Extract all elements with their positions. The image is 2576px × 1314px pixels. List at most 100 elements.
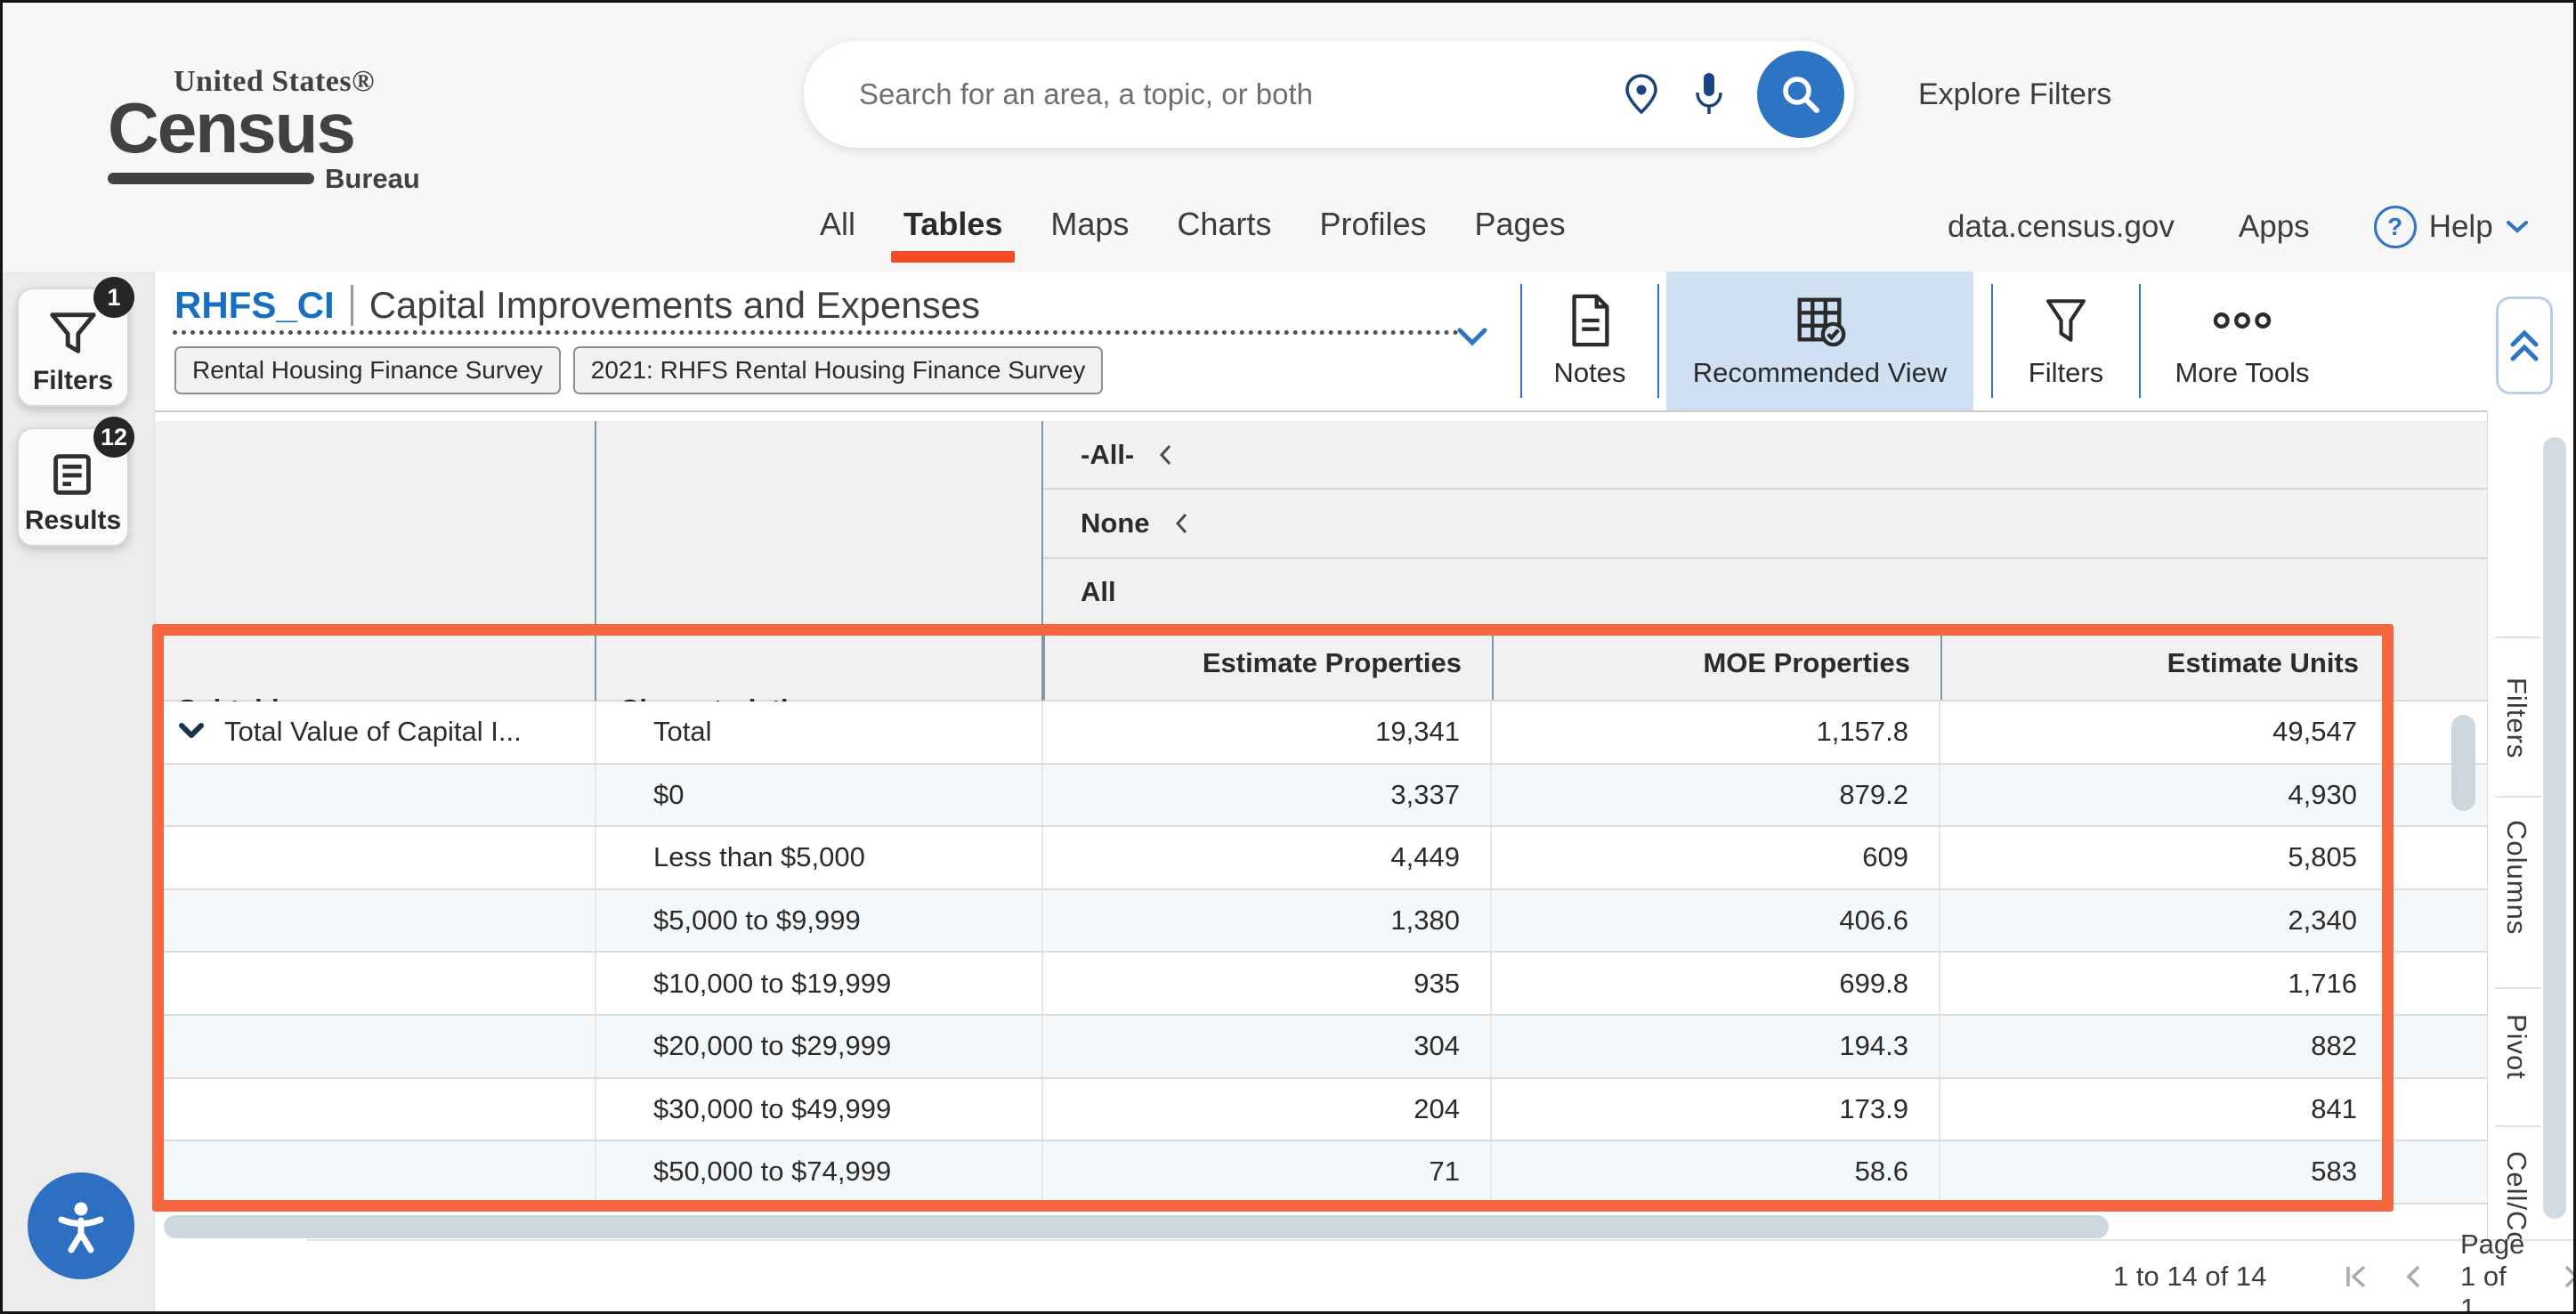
- subtable-cell[interactable]: [155, 827, 596, 888]
- moe-properties-value: 699.8: [1839, 968, 1908, 1000]
- tab-filters-vertical[interactable]: Filters: [2500, 677, 2532, 758]
- tab-columns-vertical[interactable]: Columns: [2500, 820, 2532, 935]
- estimate-properties-value: 3,337: [1390, 779, 1460, 811]
- moe-properties-cell[interactable]: 173.9: [1492, 1079, 1940, 1140]
- dimension-row-all-dash[interactable]: -All-: [1043, 421, 2487, 490]
- estimate-properties-cell[interactable]: 3,337: [1043, 765, 1492, 826]
- recommended-view-tool[interactable]: Recommended View: [1666, 272, 1973, 410]
- site-link[interactable]: data.census.gov: [1948, 209, 2175, 245]
- tab-maps[interactable]: Maps: [1050, 206, 1129, 263]
- moe-properties-value: 609: [1862, 841, 1908, 873]
- apps-link[interactable]: Apps: [2239, 209, 2310, 245]
- tab-pivot-vertical[interactable]: Pivot: [2500, 1014, 2532, 1080]
- subtable-cell[interactable]: Total Value of Capital I...: [155, 702, 596, 763]
- search-button[interactable]: [1757, 51, 1844, 138]
- results-panel-button[interactable]: 12 Results: [17, 427, 129, 547]
- subtable-header-cell[interactable]: Subtable: [155, 421, 596, 702]
- results-document-icon: [45, 447, 101, 500]
- expand-row-icon[interactable]: [178, 722, 205, 742]
- moe-properties-cell[interactable]: 1,157.8: [1492, 702, 1940, 763]
- column-header-moe-properties[interactable]: MOE Properties: [1492, 626, 1940, 700]
- first-page-button[interactable]: [2343, 1261, 2369, 1292]
- estimate-units-cell[interactable]: 5,805: [1940, 827, 2389, 888]
- table-row: $50,000 to $74,99971 58.6 583: [155, 1141, 2487, 1204]
- characteristic-cell[interactable]: $20,000 to $29,999: [596, 1016, 1043, 1077]
- help-menu[interactable]: ? Help: [2374, 206, 2529, 248]
- table-vertical-scrollbar[interactable]: [2451, 715, 2475, 811]
- notes-tool[interactable]: Notes: [1522, 272, 1657, 410]
- table-code[interactable]: RHFS_CI: [174, 284, 335, 327]
- microphone-icon[interactable]: [1691, 71, 1727, 118]
- estimate-properties-cell[interactable]: 19,341: [1043, 702, 1492, 763]
- page-vertical-scrollbar[interactable]: [2543, 437, 2566, 1219]
- tab-profiles[interactable]: Profiles: [1319, 206, 1426, 263]
- dimension-row-none[interactable]: None: [1043, 490, 2487, 558]
- collapse-header-button[interactable]: [2496, 296, 2553, 394]
- estimate-units-cell[interactable]: 1,716: [1940, 953, 2389, 1014]
- filters-count-badge: 1: [93, 277, 134, 318]
- survey-tag[interactable]: Rental Housing Finance Survey: [174, 346, 561, 394]
- tab-all[interactable]: All: [820, 206, 855, 263]
- characteristic-cell[interactable]: $30,000 to $49,999: [596, 1079, 1043, 1140]
- estimate-properties-cell[interactable]: 304: [1043, 1016, 1492, 1077]
- explore-filters-link[interactable]: Explore Filters: [1918, 3, 2111, 186]
- horizontal-scrollbar[interactable]: [164, 1215, 2109, 1238]
- column-header-estimate-properties[interactable]: Estimate Properties: [1043, 626, 1492, 700]
- table-select-chevron-icon[interactable]: [1456, 327, 1488, 350]
- dimension-row-all[interactable]: All: [1043, 559, 2487, 626]
- characteristic-cell[interactable]: $50,000 to $74,999: [596, 1141, 1043, 1203]
- estimate-properties-cell[interactable]: 4,449: [1043, 827, 1492, 888]
- estimate-units-value: 1,716: [2288, 968, 2357, 1000]
- census-bureau-logo[interactable]: United States® Census Bureau: [108, 65, 446, 195]
- characteristic-cell[interactable]: $5,000 to $9,999: [596, 890, 1043, 952]
- subtable-cell[interactable]: [155, 765, 596, 826]
- recommended-view-icon: [1793, 293, 1848, 348]
- moe-properties-cell[interactable]: 194.3: [1492, 1016, 1940, 1077]
- subtable-cell[interactable]: [155, 953, 596, 1014]
- filters-panel-button[interactable]: 1 Filters: [17, 288, 129, 407]
- estimate-units-cell[interactable]: 882: [1940, 1016, 2389, 1077]
- characteristic-cell[interactable]: $10,000 to $19,999: [596, 953, 1043, 1014]
- table-row: Less than $5,0004,449 609 5,805: [155, 827, 2487, 890]
- estimate-properties-cell[interactable]: 1,380: [1043, 890, 1492, 952]
- subtable-cell[interactable]: [155, 1141, 596, 1203]
- filters-tool[interactable]: Filters: [1993, 272, 2139, 410]
- moe-properties-cell[interactable]: 58.6: [1492, 1141, 1940, 1203]
- tab-tables[interactable]: Tables: [903, 206, 1002, 263]
- accessibility-widget-button[interactable]: [28, 1172, 134, 1279]
- moe-properties-cell[interactable]: 406.6: [1492, 890, 1940, 952]
- logo-underline-bar: [108, 173, 314, 184]
- estimate-units-cell[interactable]: 4,930: [1940, 765, 2389, 826]
- subtable-cell[interactable]: [155, 890, 596, 952]
- estimate-units-cell[interactable]: 2,340: [1940, 890, 2389, 952]
- moe-properties-cell[interactable]: 879.2: [1492, 765, 1940, 826]
- estimate-properties-cell[interactable]: 204: [1043, 1079, 1492, 1140]
- moe-properties-value: 1,157.8: [1817, 716, 1908, 748]
- characteristic-cell[interactable]: $0: [596, 765, 1043, 826]
- characteristic-header-cell[interactable]: Characteristic: [596, 421, 1043, 702]
- tab-charts[interactable]: Charts: [1177, 206, 1271, 263]
- location-pin-icon[interactable]: [1622, 72, 1661, 117]
- more-tools[interactable]: More Tools: [2153, 272, 2331, 410]
- app-header: United States® Census Bureau Explore Fil…: [3, 3, 2573, 272]
- tab-pages[interactable]: Pages: [1475, 206, 1566, 263]
- subtable-cell[interactable]: [155, 1079, 596, 1140]
- estimate-units-cell[interactable]: 49,547: [1940, 702, 2389, 763]
- estimate-units-cell[interactable]: 841: [1940, 1079, 2389, 1140]
- moe-properties-cell[interactable]: 699.8: [1492, 953, 1940, 1014]
- characteristic-cell[interactable]: Total: [596, 702, 1043, 763]
- characteristic-cell[interactable]: Less than $5,000: [596, 827, 1043, 888]
- estimate-units-cell[interactable]: 583: [1940, 1141, 2389, 1203]
- estimate-properties-cell[interactable]: 71: [1043, 1141, 1492, 1203]
- subtable-cell[interactable]: [155, 1016, 596, 1077]
- estimate-properties-cell[interactable]: 935: [1043, 953, 1492, 1014]
- column-header-estimate-units[interactable]: Estimate Units: [1940, 626, 2389, 700]
- characteristic-value: $5,000 to $9,999: [653, 904, 861, 937]
- vintage-tag[interactable]: 2021: RHFS Rental Housing Finance Survey: [573, 346, 1104, 394]
- previous-page-button[interactable]: [2402, 1261, 2423, 1292]
- search-input[interactable]: [804, 77, 1622, 111]
- moe-properties-value: 58.6: [1855, 1156, 1908, 1188]
- next-page-button[interactable]: [2562, 1261, 2576, 1292]
- filler-cell: [2389, 1016, 2487, 1077]
- moe-properties-cell[interactable]: 609: [1492, 827, 1940, 888]
